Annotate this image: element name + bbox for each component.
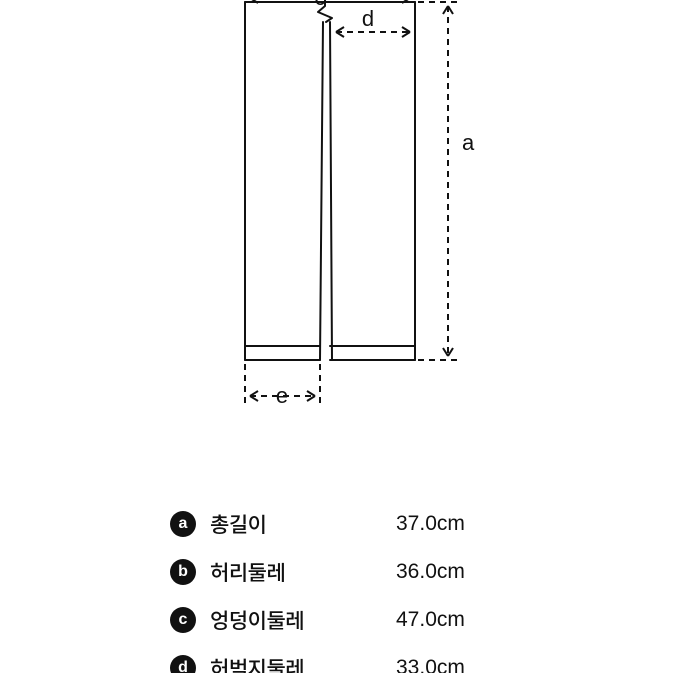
legend-badge: b bbox=[170, 559, 196, 585]
legend-label: 허벅지둘레 bbox=[210, 653, 360, 673]
legend-badge: a bbox=[170, 511, 196, 537]
legend-label: 총길이 bbox=[210, 509, 360, 539]
legend-label: 허리둘레 bbox=[210, 557, 360, 587]
legend-row: c 엉덩이둘레 47.0cm bbox=[170, 596, 510, 644]
legend-value: 47.0cm bbox=[396, 608, 465, 632]
legend-value: 33.0cm bbox=[396, 656, 465, 673]
dim-d-label: d bbox=[362, 6, 374, 31]
legend-row: b 허리둘레 36.0cm bbox=[170, 548, 510, 596]
pants-diagram: c d a bbox=[160, 0, 500, 420]
measurements-legend: a 총길이 37.0cm b 허리둘레 36.0cm c 엉덩이둘레 47.0c… bbox=[170, 500, 510, 673]
legend-label: 엉덩이둘레 bbox=[210, 605, 360, 635]
legend-row: d 허벅지둘레 33.0cm bbox=[170, 644, 510, 673]
legend-value: 36.0cm bbox=[396, 560, 465, 584]
dim-e-label: e bbox=[276, 383, 288, 408]
dim-a-label: a bbox=[462, 130, 475, 155]
legend-row: a 총길이 37.0cm bbox=[170, 500, 510, 548]
legend-badge: d bbox=[170, 655, 196, 673]
legend-badge: c bbox=[170, 607, 196, 633]
legend-value: 37.0cm bbox=[396, 512, 465, 536]
dim-c-label: c bbox=[315, 0, 326, 10]
